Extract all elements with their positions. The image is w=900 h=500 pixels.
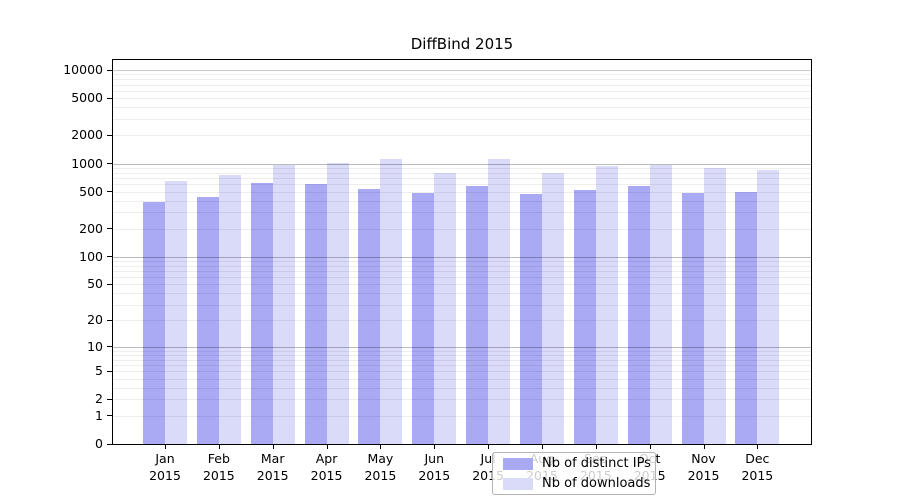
x-tick-label-mar: Mar 2015 (256, 451, 289, 483)
bar-downloads-jun (434, 173, 457, 444)
y-tick-mark-1 (107, 415, 112, 417)
bar-distinct-ips-aug (519, 194, 542, 444)
x-tick-mark-nov (703, 445, 705, 449)
y-tick-label-0: 0 (95, 436, 103, 451)
x-tick-label-jun: Jun 2015 (418, 451, 451, 483)
legend-label-downloads: Nb of downloads (542, 476, 651, 491)
x-tick-label-apr: Apr 2015 (310, 451, 343, 483)
bar-distinct-ips-may (358, 188, 381, 444)
legend-swatch-downloads (503, 477, 533, 490)
y-tick-label-500: 500 (79, 183, 103, 199)
minor-gridline-6000 (113, 90, 811, 92)
minor-gridline-5000 (113, 98, 811, 100)
y-tick-label-1000: 1000 (71, 155, 103, 171)
y-tick-label-200: 200 (79, 220, 103, 236)
bar-distinct-ips-jul (466, 185, 489, 444)
x-tick-label-jan: Jan 2015 (149, 451, 181, 483)
minor-gridline-7000 (113, 84, 811, 86)
major-gridline-1000 (113, 163, 811, 165)
bar-distinct-ips-jan (143, 201, 165, 444)
minor-gridline-8000 (113, 79, 811, 81)
y-tick-label-100: 100 (79, 248, 103, 264)
x-tick-label-feb: Feb 2015 (202, 451, 235, 483)
major-gridline-10000 (113, 70, 811, 71)
bar-downloads-may (380, 158, 403, 444)
minor-gridline-2000 (113, 135, 811, 137)
plot-area: Nb of distinct IPs Nb of downloads (112, 59, 812, 495)
x-tick-mark-feb (218, 445, 220, 449)
minor-gridline-1000 (113, 163, 811, 165)
y-tick-mark-1000 (107, 163, 112, 164)
x-tick-label-may: May 2015 (364, 451, 397, 483)
y-tick-label-2000: 2000 (71, 127, 103, 143)
bar-downloads-dec (757, 169, 780, 444)
x-tick-mark-may (380, 445, 382, 449)
bar-distinct-ips-apr (304, 183, 327, 444)
y-tick-label-50: 50 (87, 276, 103, 292)
minor-gridline-3000 (113, 118, 811, 120)
legend-row-downloads: Nb of downloads (503, 476, 655, 491)
minor-gridline-9000 (113, 74, 811, 76)
x-tick-mark-aug (541, 445, 543, 449)
y-tick-mark-10 (107, 346, 112, 348)
legend-label-distinct-ips: Nb of distinct IPs (542, 456, 651, 471)
bar-downloads-sep (595, 166, 618, 444)
y-tick-label-5: 5 (95, 363, 103, 379)
bar-distinct-ips-oct (627, 185, 650, 444)
y-tick-label-5000: 5000 (71, 90, 103, 106)
y-tick-label-2: 2 (95, 391, 103, 407)
y-tick-mark-10000 (107, 69, 112, 71)
y-tick-mark-50 (107, 283, 112, 285)
bar-downloads-oct (649, 164, 672, 444)
x-tick-mark-mar (272, 445, 274, 449)
x-tick-mark-oct (649, 445, 651, 449)
bar-distinct-ips-nov (681, 192, 704, 444)
bar-distinct-ips-sep (573, 189, 596, 444)
x-tick-label-dec: Dec 2015 (741, 451, 774, 483)
bar-downloads-apr (326, 163, 349, 444)
y-tick-mark-2000 (107, 134, 112, 136)
legend-row-distinct-ips: Nb of distinct IPs (503, 456, 655, 471)
y-tick-mark-5 (107, 370, 112, 372)
bar-distinct-ips-feb (196, 197, 219, 444)
y-tick-label-10000: 10000 (63, 62, 103, 77)
y-tick-label-10: 10 (87, 338, 103, 354)
bar-downloads-feb (218, 175, 241, 444)
x-tick-mark-jan (165, 445, 166, 449)
x-tick-label-nov: Nov 2015 (687, 451, 720, 483)
y-tick-label-20: 20 (87, 312, 103, 328)
bar-distinct-ips-mar (250, 182, 273, 444)
y-tick-mark-5000 (107, 97, 112, 99)
x-tick-mark-sep (595, 445, 597, 449)
bar-downloads-nov (703, 168, 726, 444)
y-tick-mark-100 (107, 256, 112, 258)
x-tick-mark-apr (326, 445, 328, 449)
y-tick-mark-200 (107, 228, 112, 230)
bar-distinct-ips-dec (735, 192, 758, 444)
y-tick-mark-0 (107, 443, 112, 445)
minor-gridline-4000 (113, 107, 811, 109)
x-tick-mark-jul (488, 445, 490, 449)
y-tick-label-1: 1 (95, 407, 103, 423)
chart-title: DiffBind 2015 (410, 35, 514, 53)
bar-distinct-ips-jun (412, 193, 435, 444)
bar-downloads-jan (165, 181, 187, 444)
y-tick-mark-20 (107, 319, 112, 321)
bar-downloads-jul (488, 158, 511, 444)
x-tick-mark-dec (757, 445, 759, 449)
x-tick-mark-jun (434, 445, 436, 449)
bar-downloads-mar (272, 165, 295, 444)
bar-downloads-aug (541, 173, 564, 444)
y-tick-mark-500 (107, 191, 112, 193)
legend-swatch-distinct-ips (503, 457, 533, 470)
y-tick-mark-2 (107, 398, 112, 400)
legend: Nb of distinct IPs Nb of downloads (492, 452, 656, 495)
